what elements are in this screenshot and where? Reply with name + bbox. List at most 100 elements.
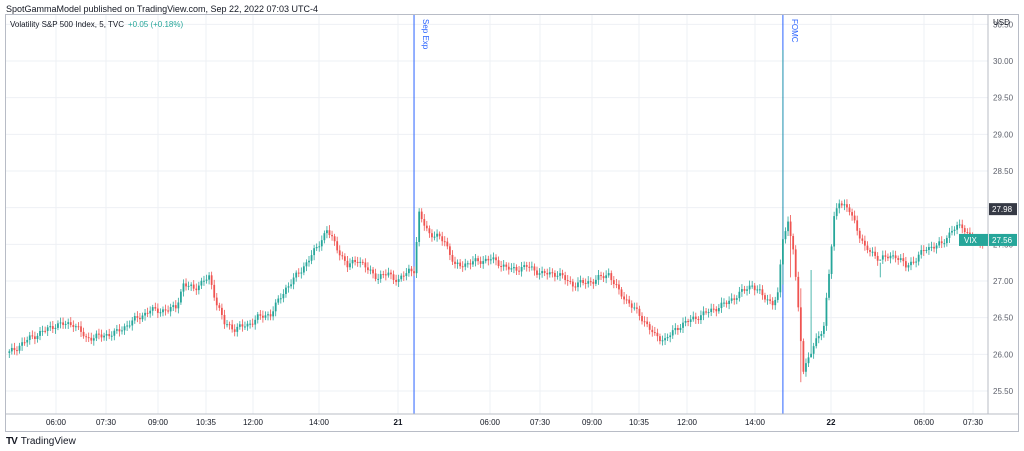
price-label-prefix-box bbox=[959, 233, 988, 246]
candle-body bbox=[98, 333, 100, 335]
candle-body bbox=[584, 282, 587, 284]
svg-text:Volatility S&P 500 Index, 5, T: Volatility S&P 500 Index, 5, TVC +0.05 (+… bbox=[10, 20, 183, 29]
time-axis[interactable]: 06:00 07:30 09:00 10:35 12:00 14:00 21 06:00 07:… bbox=[46, 418, 984, 427]
candle-body bbox=[123, 326, 126, 331]
candle-body bbox=[920, 250, 923, 255]
candle-body bbox=[323, 233, 326, 241]
x-tick-label: 09:00 bbox=[148, 418, 169, 427]
candle-body bbox=[495, 257, 497, 261]
y-tick-label: 28.50 bbox=[993, 167, 1014, 176]
candle-body bbox=[356, 261, 359, 263]
candle-body bbox=[928, 247, 930, 250]
candle-body bbox=[666, 337, 669, 339]
candle-body bbox=[367, 267, 369, 271]
candle-body bbox=[215, 297, 218, 306]
candle-body bbox=[556, 275, 559, 277]
candle-body bbox=[264, 315, 267, 318]
y-tick-label: 25.50 bbox=[993, 387, 1014, 396]
footer: TV TradingView bbox=[6, 436, 76, 447]
x-tick-label: 06:00 bbox=[914, 418, 935, 427]
candle-body bbox=[182, 283, 185, 292]
candle-body bbox=[177, 302, 180, 309]
candle-body bbox=[308, 260, 310, 263]
candle-body bbox=[945, 237, 948, 244]
price-label-prefix: VIX bbox=[964, 236, 978, 245]
candle-body bbox=[472, 261, 474, 265]
candle-body bbox=[326, 230, 328, 234]
candle-body bbox=[128, 325, 131, 327]
candle-body bbox=[764, 295, 766, 300]
candle-body bbox=[799, 307, 802, 342]
candle-body bbox=[31, 335, 34, 337]
candle-body bbox=[343, 256, 346, 261]
candle-body bbox=[820, 333, 823, 337]
candle-body bbox=[910, 261, 912, 266]
candle-body bbox=[80, 326, 82, 332]
candle-body bbox=[892, 255, 894, 257]
candle-body bbox=[428, 228, 431, 234]
candle-body bbox=[607, 273, 610, 276]
candle-body bbox=[564, 275, 567, 281]
candle-body bbox=[843, 204, 846, 206]
candle-body bbox=[159, 312, 162, 314]
candle-body bbox=[118, 329, 121, 332]
candle-body bbox=[67, 322, 70, 324]
x-tick-label: 12:00 bbox=[677, 418, 698, 427]
candle-body bbox=[679, 327, 682, 331]
candle-body bbox=[338, 250, 341, 256]
candle-body bbox=[728, 300, 731, 305]
candle-body bbox=[26, 339, 29, 343]
candle-body bbox=[779, 264, 782, 293]
candle-body bbox=[830, 246, 833, 274]
candle-body bbox=[466, 263, 469, 265]
candle-body bbox=[121, 330, 123, 332]
candle-body bbox=[561, 273, 564, 276]
candle-body bbox=[226, 324, 228, 326]
candle-body bbox=[907, 265, 910, 268]
price-label: 27.56 bbox=[992, 236, 1013, 245]
candle-body bbox=[302, 266, 305, 273]
candle-body bbox=[554, 272, 556, 277]
candle-body bbox=[238, 324, 241, 327]
candle-body bbox=[46, 327, 49, 331]
candle-body bbox=[525, 265, 528, 267]
candle-body bbox=[707, 312, 710, 314]
candle-body bbox=[940, 241, 943, 244]
candle-body bbox=[305, 262, 308, 267]
candle-body bbox=[377, 278, 380, 280]
candle-body bbox=[487, 258, 490, 261]
candle-body bbox=[705, 311, 707, 313]
candle-body bbox=[438, 233, 441, 237]
candle-body bbox=[661, 340, 664, 342]
candle-body bbox=[810, 353, 812, 358]
legend: Volatility S&P 500 Index, 5, TVC +0.05 (+… bbox=[10, 20, 183, 29]
candle-body bbox=[917, 254, 920, 262]
candle-body bbox=[126, 325, 129, 327]
candle-body bbox=[569, 281, 572, 283]
x-tick-label: 14:00 bbox=[745, 418, 766, 427]
candle-body bbox=[943, 243, 946, 245]
candle-body bbox=[784, 231, 787, 240]
candle-body bbox=[597, 274, 600, 280]
candle-body bbox=[82, 331, 85, 337]
candle-body bbox=[51, 326, 54, 329]
candle-body bbox=[961, 224, 964, 229]
candle-body bbox=[595, 279, 597, 284]
candle-body bbox=[267, 314, 269, 316]
candle-body bbox=[172, 305, 175, 308]
candle-body bbox=[413, 271, 415, 274]
candle-body bbox=[241, 324, 244, 327]
candle-body bbox=[397, 279, 400, 282]
candle-body bbox=[766, 299, 769, 301]
y-tick-label: 26.50 bbox=[993, 314, 1014, 323]
candle-body bbox=[912, 261, 915, 263]
candle-body bbox=[502, 264, 505, 267]
candle-body bbox=[233, 329, 236, 332]
candle-body bbox=[469, 263, 472, 265]
candle-body bbox=[446, 241, 449, 247]
candle-body bbox=[346, 260, 349, 268]
candle-body bbox=[735, 298, 738, 300]
candle-body bbox=[69, 322, 72, 326]
candle-body bbox=[546, 272, 549, 275]
